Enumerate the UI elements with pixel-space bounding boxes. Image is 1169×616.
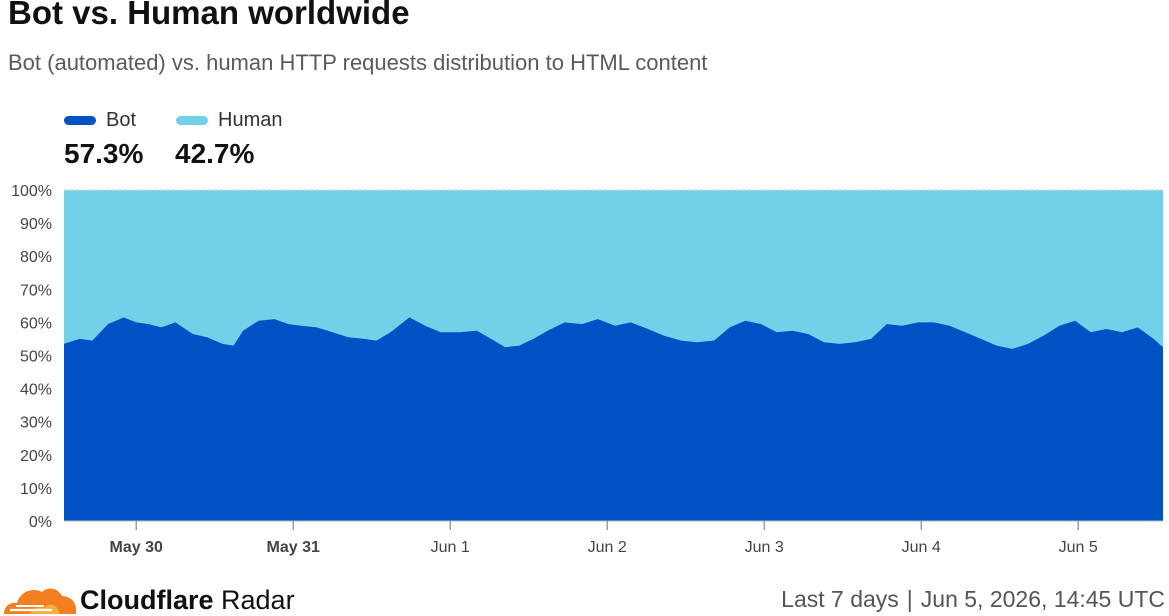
stacked-area-chart[interactable]: 0% 10% 20% 30% 40% 50% 60% 70% 80% 90% 100% May 30 M… — [0, 176, 1169, 566]
legend-value-human: 42.7% — [175, 138, 255, 169]
cloudflare-logo-icon — [4, 588, 76, 614]
x-tick-label: May 30 — [110, 539, 163, 556]
y-tick-label: 100% — [11, 183, 52, 200]
meta-separator: | — [906, 586, 913, 612]
y-tick-label: 20% — [20, 448, 52, 465]
legend-item-bot[interactable]: Bot — [64, 108, 136, 132]
x-tick-label: Jun 3 — [745, 539, 784, 556]
y-tick-label: 60% — [20, 315, 52, 332]
y-tick-label: 10% — [20, 481, 52, 498]
x-tick-label: Jun 4 — [902, 539, 941, 556]
brand-strong: Cloudflare — [80, 585, 214, 615]
legend-value-bot: 57.3% — [64, 138, 144, 169]
x-tick-label: Jun 1 — [431, 539, 470, 556]
x-tick-label: Jun 2 — [588, 539, 627, 556]
x-tick-label: May 31 — [267, 539, 320, 556]
x-tick-label: Jun 5 — [1059, 539, 1098, 556]
y-tick-label: 80% — [20, 249, 52, 266]
chart-subtitle: Bot (automated) vs. human HTTP requests … — [8, 50, 708, 75]
y-tick-label: 30% — [20, 415, 52, 432]
series-area-bot — [64, 317, 1163, 521]
y-tick-label: 40% — [20, 382, 52, 399]
legend-item-human[interactable]: Human — [176, 108, 282, 132]
brand-name: Cloudflare Radar — [80, 585, 295, 616]
brand-rest: Radar — [221, 585, 295, 615]
legend-swatch-human — [176, 115, 208, 125]
y-tick-label: 90% — [20, 216, 52, 233]
timestamp-label: Jun 5, 2026, 14:45 UTC — [920, 586, 1165, 612]
y-tick-label: 70% — [20, 282, 52, 299]
legend-label-human: Human — [218, 108, 283, 131]
period-label: Last 7 days — [781, 586, 899, 612]
y-tick-label: 50% — [20, 349, 52, 366]
legend-label-bot: Bot — [106, 108, 137, 131]
y-tick-label: 0% — [29, 514, 52, 531]
chart-meta: Last 7 days | Jun 5, 2026, 14:45 UTC — [781, 586, 1165, 613]
chart-title: Bot vs. Human worldwide — [8, 0, 410, 31]
legend-swatch-bot — [64, 115, 96, 125]
